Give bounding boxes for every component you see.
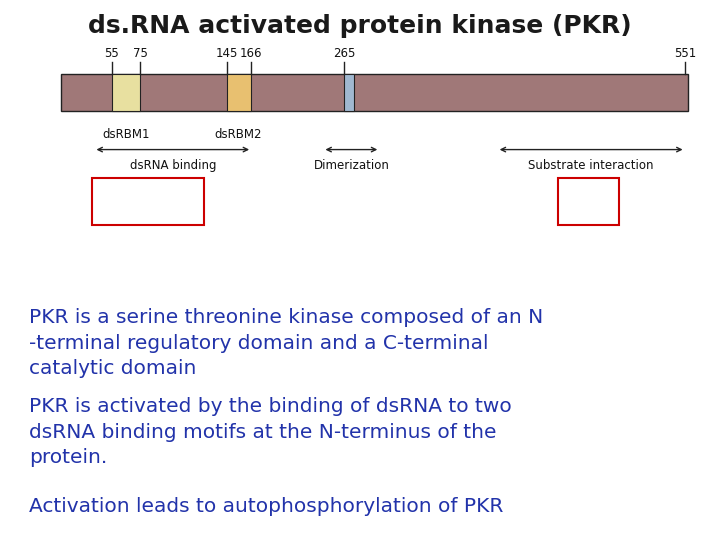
Bar [344,74,354,111]
Bar [112,74,140,111]
Bar [61,74,688,111]
Text: Substrate interaction: Substrate interaction [528,159,654,172]
Text: 145: 145 [215,48,238,60]
Text: 265: 265 [333,48,356,60]
Text: 55: 55 [104,48,119,60]
Text: Activation leads to autophosphorylation of PKR: Activation leads to autophosphorylation … [29,497,503,516]
Text: PKR is activated by the binding of dsRNA to two
dsRNA binding motifs at the N-te: PKR is activated by the binding of dsRNA… [29,397,511,468]
Text: dsRBM2: dsRBM2 [215,128,262,141]
Text: 75: 75 [133,48,148,60]
Bar [92,178,204,225]
Text: dsRBM1: dsRBM1 [102,128,150,141]
Text: PKR is a serine threonine kinase composed of an N
-terminal regulatory domain an: PKR is a serine threonine kinase compose… [29,308,543,379]
Text: K3L
Tat: K3L Tat [578,186,599,217]
Bar [558,178,619,225]
Text: Dimerization: Dimerization [313,159,390,172]
Text: VAI RNA
EBER RNAs: VAI RNA EBER RNAs [115,186,181,217]
Text: 166: 166 [239,48,262,60]
Text: 551: 551 [675,48,696,60]
Bar [227,74,251,111]
Text: dsRNA binding: dsRNA binding [130,159,216,172]
Text: ds.RNA activated protein kinase (PKR): ds.RNA activated protein kinase (PKR) [88,14,632,37]
